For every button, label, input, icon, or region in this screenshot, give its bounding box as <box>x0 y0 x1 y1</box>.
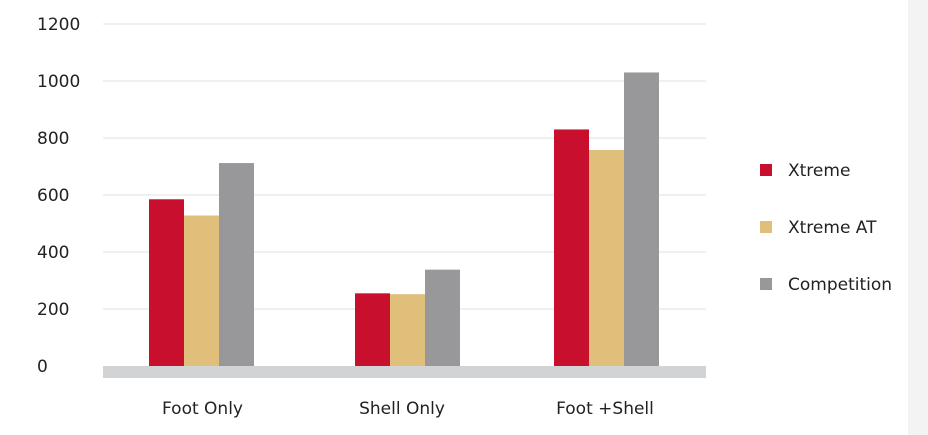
legend-swatch <box>760 221 772 233</box>
legend-swatch <box>760 164 772 176</box>
y-tick-label: 0 <box>37 357 48 377</box>
bar-xtreme-at <box>390 294 425 370</box>
y-tick-label: 1200 <box>37 15 80 35</box>
grouped-bar-chart: 0 200 400 600 800 1000 1200 Foot Only Shell Onl… <box>37 15 892 419</box>
bar-xtreme-at <box>589 149 624 370</box>
y-tick-label: 400 <box>37 243 69 263</box>
bar-xtreme <box>554 129 589 370</box>
y-axis-ticks: 0 200 400 600 800 1000 1200 <box>37 15 80 377</box>
bar-competition <box>425 269 460 370</box>
legend-swatch <box>760 278 772 290</box>
x-axis-categories: Foot Only Shell Only Foot +Shell <box>162 399 654 419</box>
bar-xtreme-at <box>184 215 219 370</box>
y-tick-label: 600 <box>37 186 69 206</box>
bar-competition <box>219 163 254 370</box>
x-category-label: Foot Only <box>162 399 243 419</box>
legend: Xtreme Xtreme AT Competition <box>760 161 892 295</box>
bar-xtreme <box>149 199 184 370</box>
y-tick-label: 200 <box>37 300 69 320</box>
bar-xtreme <box>355 293 390 370</box>
legend-label: Xtreme <box>788 161 850 181</box>
page-edge-strip <box>908 0 928 435</box>
y-tick-label: 1000 <box>37 72 80 92</box>
legend-label: Xtreme AT <box>788 218 877 238</box>
bar-competition <box>624 72 659 370</box>
legend-label: Competition <box>788 275 892 295</box>
y-tick-label: 800 <box>37 129 69 149</box>
bars <box>149 72 659 370</box>
x-axis-baseline <box>103 366 706 378</box>
x-category-label: Foot +Shell <box>556 399 654 419</box>
x-category-label: Shell Only <box>359 399 445 419</box>
